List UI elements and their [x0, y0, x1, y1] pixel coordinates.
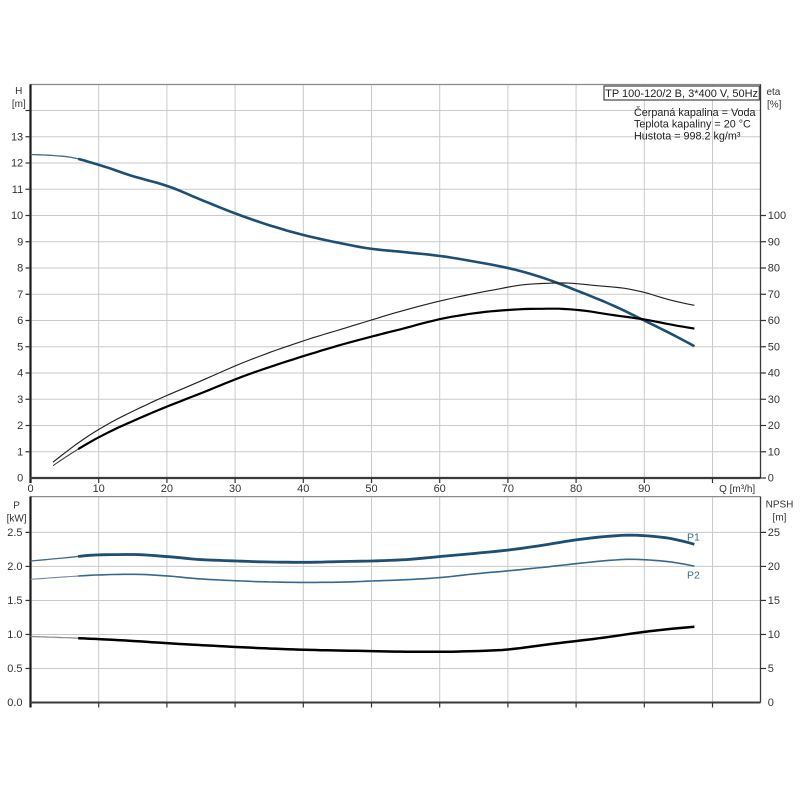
svg-text:0.5: 0.5 — [7, 663, 22, 675]
svg-text:5: 5 — [17, 341, 23, 353]
svg-text:8: 8 — [17, 263, 23, 275]
svg-text:[m]: [m] — [773, 513, 787, 524]
svg-text:Čerpaná kapalina = Voda: Čerpaná kapalina = Voda — [634, 106, 756, 119]
svg-text:H: H — [15, 86, 22, 97]
svg-text:P1: P1 — [687, 532, 700, 544]
svg-text:13: 13 — [11, 131, 23, 143]
svg-text:1.5: 1.5 — [7, 595, 22, 607]
svg-text:Q [m³/h]: Q [m³/h] — [719, 484, 755, 495]
svg-text:50: 50 — [768, 341, 780, 353]
svg-text:[m]: [m] — [12, 99, 26, 110]
svg-text:[kW]: [kW] — [7, 514, 27, 525]
svg-text:30: 30 — [229, 483, 241, 495]
svg-text:10: 10 — [768, 446, 780, 458]
svg-text:6: 6 — [17, 315, 23, 327]
svg-text:60: 60 — [434, 483, 446, 495]
svg-text:1: 1 — [17, 446, 23, 458]
svg-text:20: 20 — [768, 561, 780, 573]
svg-text:40: 40 — [768, 368, 780, 380]
svg-text:2.0: 2.0 — [7, 561, 22, 573]
svg-text:90: 90 — [768, 236, 780, 248]
svg-text:60: 60 — [768, 315, 780, 327]
svg-text:70: 70 — [768, 289, 780, 301]
svg-text:10: 10 — [11, 210, 23, 222]
svg-text:[%]: [%] — [767, 100, 782, 111]
svg-text:100: 100 — [768, 210, 786, 222]
svg-text:5: 5 — [768, 663, 774, 675]
svg-text:80: 80 — [570, 483, 582, 495]
svg-text:30: 30 — [768, 394, 780, 406]
svg-text:P2: P2 — [687, 570, 700, 582]
svg-text:4: 4 — [17, 368, 23, 380]
svg-text:Teplota kapaliny = 20 °C: Teplota kapaliny = 20 °C — [634, 119, 751, 131]
svg-text:11: 11 — [12, 184, 23, 196]
svg-text:2.5: 2.5 — [7, 527, 22, 539]
svg-text:80: 80 — [768, 263, 780, 275]
svg-text:90: 90 — [638, 483, 650, 495]
svg-text:9: 9 — [17, 236, 23, 248]
svg-text:Hustota = 998.2 kg/m³: Hustota = 998.2 kg/m³ — [634, 130, 741, 142]
svg-text:NPSH: NPSH — [766, 500, 794, 511]
svg-text:10: 10 — [93, 483, 105, 495]
svg-text:2: 2 — [17, 420, 23, 432]
svg-text:0: 0 — [768, 697, 774, 709]
svg-text:0: 0 — [768, 473, 774, 485]
svg-text:50: 50 — [365, 483, 377, 495]
svg-text:0.0: 0.0 — [7, 697, 22, 709]
svg-text:15: 15 — [768, 595, 780, 607]
svg-text:0: 0 — [27, 483, 33, 495]
svg-text:TP 100-120/2 B, 3*400 V, 50Hz: TP 100-120/2 B, 3*400 V, 50Hz — [605, 88, 758, 100]
svg-text:7: 7 — [17, 289, 23, 301]
svg-text:1.0: 1.0 — [7, 629, 22, 641]
svg-text:70: 70 — [502, 483, 514, 495]
svg-text:20: 20 — [768, 420, 780, 432]
svg-text:10: 10 — [768, 629, 780, 641]
svg-text:P: P — [13, 501, 20, 512]
svg-text:0: 0 — [17, 473, 23, 485]
svg-text:eta: eta — [766, 87, 780, 98]
svg-text:20: 20 — [161, 483, 173, 495]
svg-text:40: 40 — [297, 483, 309, 495]
svg-text:25: 25 — [768, 527, 780, 539]
svg-text:12: 12 — [11, 158, 23, 170]
svg-text:3: 3 — [17, 394, 23, 406]
